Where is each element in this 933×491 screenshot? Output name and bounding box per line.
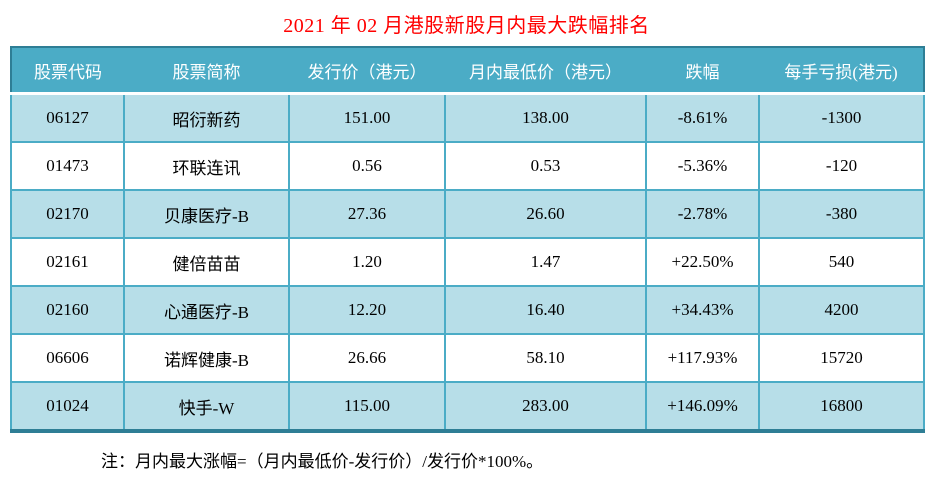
cell-stock-name: 环联连讯 <box>123 141 290 191</box>
table-row: 06606 诺辉健康-B 26.66 58.10 +117.93% 15720 <box>10 333 925 383</box>
cell-issue-price: 27.36 <box>288 189 446 239</box>
cell-stock-name: 昭衍新药 <box>123 92 290 143</box>
cell-loss-per-lot: 16800 <box>758 381 925 432</box>
cell-stock-name: 贝康医疗-B <box>123 189 290 239</box>
cell-drop-percent: -8.61% <box>645 92 760 143</box>
cell-stock-name: 快手-W <box>123 381 290 432</box>
cell-drop-percent: +22.50% <box>645 237 760 287</box>
col-header-month-low-price: 月内最低价（港元） <box>445 47 646 95</box>
cell-month-low-price: 26.60 <box>444 189 647 239</box>
cell-issue-price: 0.56 <box>288 141 446 191</box>
cell-issue-price: 151.00 <box>288 92 446 143</box>
cell-issue-price: 1.20 <box>288 237 446 287</box>
cell-drop-percent: +34.43% <box>645 285 760 335</box>
cell-loss-per-lot: 15720 <box>758 333 925 383</box>
footnote: 注：月内最大涨幅=（月内最低价-发行价）/发行价*100%。 <box>101 452 544 471</box>
cell-stock-code: 06606 <box>10 333 125 383</box>
cell-month-low-price: 1.47 <box>444 237 647 287</box>
cell-stock-name: 诺辉健康-B <box>123 333 290 383</box>
table-row: 02161 健倍苗苗 1.20 1.47 +22.50% 540 <box>10 237 925 287</box>
col-header-issue-price: 发行价（港元） <box>289 47 445 95</box>
cell-month-low-price: 16.40 <box>444 285 647 335</box>
cell-stock-code: 02161 <box>10 237 125 287</box>
cell-loss-per-lot: -1300 <box>758 92 925 143</box>
col-header-stock-code: 股票代码 <box>11 47 124 95</box>
cell-loss-per-lot: 540 <box>758 237 925 287</box>
col-header-drop-percent: 跌幅 <box>646 47 759 95</box>
cell-stock-code: 01473 <box>10 141 125 191</box>
cell-drop-percent: -2.78% <box>645 189 760 239</box>
table-row: 02170 贝康医疗-B 27.36 26.60 -2.78% -380 <box>10 189 925 239</box>
stock-ranking-table: 股票代码 股票简称 发行价（港元） 月内最低价（港元） 跌幅 每手亏损(港元) … <box>10 46 925 433</box>
col-header-stock-name: 股票简称 <box>124 47 289 95</box>
cell-loss-per-lot: 4200 <box>758 285 925 335</box>
cell-drop-percent: +146.09% <box>645 381 760 432</box>
cell-stock-name: 健倍苗苗 <box>123 237 290 287</box>
cell-stock-code: 02160 <box>10 285 125 335</box>
cell-month-low-price: 58.10 <box>444 333 647 383</box>
table-row: 02160 心通医疗-B 12.20 16.40 +34.43% 4200 <box>10 285 925 335</box>
cell-loss-per-lot: -380 <box>758 189 925 239</box>
cell-drop-percent: -5.36% <box>645 141 760 191</box>
cell-stock-code: 06127 <box>10 92 125 143</box>
cell-stock-code: 02170 <box>10 189 125 239</box>
cell-issue-price: 115.00 <box>288 381 446 432</box>
col-header-loss-per-lot: 每手亏损(港元) <box>759 47 924 95</box>
cell-month-low-price: 0.53 <box>444 141 647 191</box>
table-row: 06127 昭衍新药 151.00 138.00 -8.61% -1300 <box>10 92 925 143</box>
cell-month-low-price: 138.00 <box>444 92 647 143</box>
cell-stock-name: 心通医疗-B <box>123 285 290 335</box>
table-header-row: 股票代码 股票简称 发行价（港元） 月内最低价（港元） 跌幅 每手亏损(港元) <box>11 47 924 95</box>
page-title: 2021 年 02 月港股新股月内最大跌幅排名 <box>283 15 650 37</box>
table-row: 01473 环联连讯 0.56 0.53 -5.36% -120 <box>10 141 925 191</box>
table-row: 01024 快手-W 115.00 283.00 +146.09% 16800 <box>10 381 925 432</box>
cell-stock-code: 01024 <box>10 381 125 432</box>
cell-issue-price: 26.66 <box>288 333 446 383</box>
cell-loss-per-lot: -120 <box>758 141 925 191</box>
cell-month-low-price: 283.00 <box>444 381 647 432</box>
cell-drop-percent: +117.93% <box>645 333 760 383</box>
cell-issue-price: 12.20 <box>288 285 446 335</box>
